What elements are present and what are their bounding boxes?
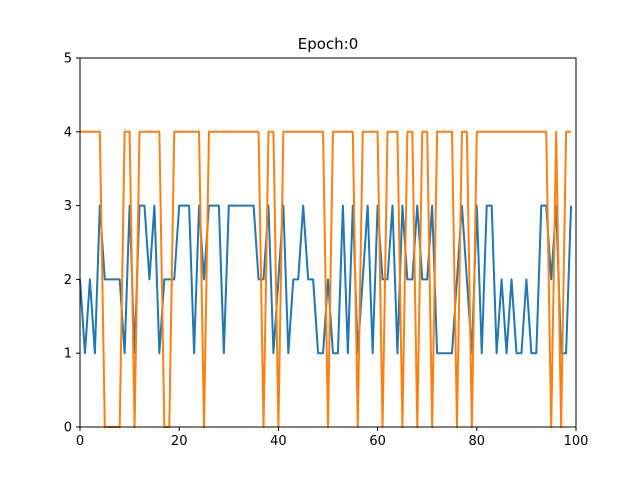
x-tick-label: 80 (469, 434, 486, 449)
x-tick-label: 60 (369, 434, 386, 449)
x-tick-label: 40 (270, 434, 287, 449)
ticks-layer: 0 20 40 60 80 100 0 1 2 3 4 5 (64, 52, 589, 450)
x-tick-label: 0 (76, 434, 84, 449)
y-tick-label: 2 (64, 273, 72, 288)
series-line-2 (80, 130, 572, 428)
y-tick-label: 0 (64, 421, 72, 436)
y-tick-label: 4 (64, 125, 72, 140)
y-tick-label: 5 (64, 52, 72, 67)
x-tick-label: 100 (564, 434, 589, 449)
y-tick-label: 3 (64, 199, 72, 214)
plot-area-frame (79, 57, 577, 428)
chart-title: Epoch:0 (298, 35, 359, 53)
series-layer (79, 130, 573, 428)
y-tick-label: 1 (64, 347, 72, 362)
x-tick-label: 20 (171, 434, 188, 449)
